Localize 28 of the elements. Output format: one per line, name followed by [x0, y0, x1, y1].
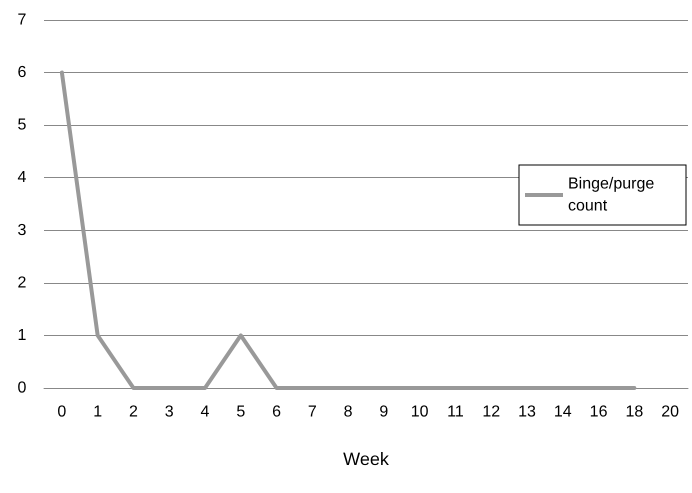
x-tick-label: 11 [447, 404, 464, 420]
x-tick-label: 1 [93, 404, 102, 420]
x-tick-label: 0 [57, 404, 66, 420]
x-tick-label: 13 [518, 404, 536, 420]
x-tick-label: 20 [661, 404, 680, 420]
y-tick-label: 0 [18, 380, 27, 396]
x-tick-label: 14 [554, 404, 572, 420]
x-tick-label: 2 [128, 404, 138, 420]
x-tick-label: 9 [379, 404, 388, 420]
y-tick-label: 1 [18, 326, 27, 344]
x-tick-label: 7 [308, 404, 317, 420]
x-tick-label: 18 [625, 404, 644, 420]
y-tick-label: 5 [18, 116, 27, 134]
x-tick-label: 8 [344, 404, 353, 420]
x-tick-label: 10 [410, 404, 429, 420]
y-tick-label: 7 [18, 12, 27, 28]
y-tick-label: 3 [18, 222, 27, 239]
y-tick-label: 4 [18, 169, 27, 186]
x-tick-label: 12 [482, 404, 500, 420]
y-tick-label: 2 [18, 274, 27, 292]
x-tick-label: 3 [164, 404, 174, 420]
x-tick-label: 4 [200, 404, 210, 420]
x-tick-label: 5 [236, 404, 246, 420]
x-axis-title: Week [343, 449, 390, 469]
x-tick-label: 6 [272, 404, 282, 420]
y-tick-label: 6 [18, 64, 27, 82]
legend-label: Binge/purge count [568, 176, 659, 214]
x-tick-label: 16 [590, 404, 608, 420]
